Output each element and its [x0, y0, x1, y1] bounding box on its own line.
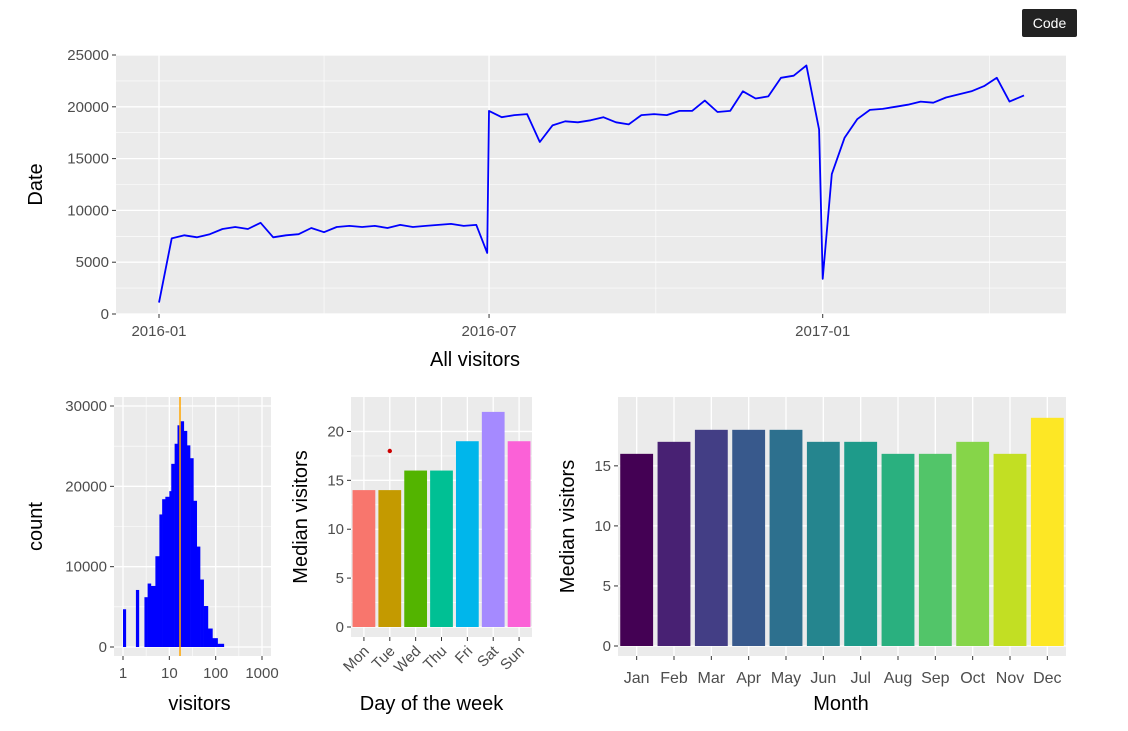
- line-chart-ytick-label: 20000: [67, 99, 109, 116]
- histogram-xlabel: visitors: [168, 693, 230, 715]
- histogram-bar: [212, 638, 218, 647]
- weekday-chart-ytick-label: 10: [327, 521, 344, 538]
- month-bar: [769, 429, 803, 646]
- month-bar: [956, 441, 990, 646]
- histogram-xtick-label: 1: [119, 665, 127, 682]
- month-bar: [1030, 417, 1064, 646]
- weekday-bar: [455, 441, 479, 627]
- month-bar: [844, 441, 878, 646]
- weekday-chart-ytick-label: 5: [336, 570, 344, 587]
- weekday-xtick-label: Sun: [497, 643, 528, 674]
- code-button[interactable]: Code: [1022, 9, 1077, 37]
- line-chart-ytick-label: 0: [101, 306, 109, 323]
- histogram-xtick-label: 100: [203, 665, 228, 682]
- weekday-bar: [352, 490, 376, 627]
- line-chart-xlabel: All visitors: [430, 349, 520, 371]
- weekday-bar: [430, 470, 453, 627]
- histogram-bar: [174, 443, 178, 647]
- histogram-bar: [169, 491, 172, 647]
- line-series: [158, 64, 1025, 303]
- weekday-xtick-label: Mon: [340, 643, 373, 676]
- line-chart-ytick-label: 25000: [67, 47, 109, 64]
- weekday-chart-ytick-label: 20: [327, 423, 344, 440]
- month-bar: [694, 429, 728, 646]
- histogram-bar: [155, 556, 160, 647]
- month-bar: [657, 441, 691, 646]
- month-xtick-label: Mar: [698, 670, 726, 687]
- histogram-bar: [183, 430, 188, 647]
- month-chart-ytick-label: 0: [603, 638, 611, 655]
- histogram-bar: [177, 425, 181, 647]
- weekday-bar: [404, 470, 428, 627]
- month-xlabel: Month: [813, 693, 869, 715]
- month-xtick-label: Jan: [624, 670, 650, 687]
- histogram-bar: [200, 579, 204, 647]
- month-chart-ytick-label: 10: [594, 518, 611, 535]
- weekday-bar: [378, 490, 402, 627]
- histogram-ytick-label: 10000: [65, 559, 107, 576]
- month-xtick-label: Apr: [736, 670, 762, 687]
- weekday-chart-ytick-label: 0: [336, 619, 344, 636]
- line-chart-ytick-label: 10000: [67, 202, 109, 219]
- histogram-ylabel: count: [25, 502, 47, 551]
- month-chart-ytick-label: 15: [594, 458, 611, 475]
- month-xtick-label: Sep: [921, 670, 950, 687]
- histogram-xtick-label: 10: [161, 665, 178, 682]
- histogram-bar: [147, 583, 152, 647]
- month-xtick-label: Jun: [810, 670, 836, 687]
- month-bar: [993, 453, 1027, 646]
- month-xtick-label: Dec: [1033, 670, 1061, 687]
- line-chart-ytick-label: 15000: [67, 151, 109, 168]
- weekday-chart-ytick-label: 15: [327, 472, 344, 489]
- histogram-bar: [193, 500, 198, 647]
- month-bar: [918, 453, 952, 646]
- weekday-xtick-label: Thu: [420, 643, 450, 673]
- histogram-bar: [203, 606, 209, 647]
- month-xtick-label: Nov: [996, 670, 1024, 687]
- histogram-ytick-label: 30000: [65, 398, 107, 415]
- histogram-ytick-label: 0: [99, 639, 107, 656]
- histogram-bar: [135, 589, 140, 647]
- histogram-ytick-label: 20000: [65, 478, 107, 495]
- histogram-bar: [159, 514, 163, 647]
- weekday-ylabel: Median visitors: [290, 450, 312, 583]
- line-chart-ylabel: Date: [25, 163, 47, 205]
- histogram-bar: [180, 421, 185, 647]
- histogram-bar: [150, 585, 156, 647]
- weekday-bar: [481, 411, 505, 627]
- month-xtick-label: Jul: [850, 670, 870, 687]
- month-chart-ytick-label: 5: [603, 578, 611, 595]
- histogram-bar: [162, 499, 166, 647]
- month-bar: [732, 429, 766, 646]
- histogram-bar: [144, 597, 148, 647]
- weekday-bar: [507, 441, 531, 627]
- month-xtick-label: Aug: [884, 670, 912, 687]
- line-chart-ytick-label: 5000: [76, 254, 109, 271]
- month-xtick-label: Oct: [960, 670, 985, 687]
- histogram-bar: [165, 496, 170, 647]
- line-chart-xtick-label: 2016-01: [131, 323, 186, 340]
- line-chart-xtick-label: 2017-01: [795, 323, 850, 340]
- line-chart-xtick-label: 2016-07: [462, 323, 517, 340]
- histogram-bar: [171, 463, 175, 647]
- month-xtick-label: Feb: [660, 670, 688, 687]
- weekday-xtick-label: Wed: [391, 643, 425, 677]
- month-bar: [806, 441, 840, 646]
- month-ylabel: Median visitors: [557, 460, 579, 593]
- month-bar: [881, 453, 915, 646]
- weekday-xlabel: Day of the week: [360, 693, 504, 715]
- histogram-bar: [190, 458, 194, 647]
- month-bar: [620, 453, 654, 646]
- histogram-bar: [186, 445, 191, 647]
- weekday-xtick-label: Sat: [474, 642, 503, 671]
- weekday-xtick-label: Fri: [452, 643, 476, 667]
- histogram-bar: [196, 546, 201, 647]
- histogram-bar: [207, 628, 213, 647]
- weekday-outlier-point: [387, 448, 392, 454]
- month-xtick-label: May: [771, 670, 801, 687]
- histogram-xtick-label: 1000: [245, 665, 278, 682]
- histogram-bar: [123, 609, 127, 647]
- histogram-bar: [217, 643, 225, 647]
